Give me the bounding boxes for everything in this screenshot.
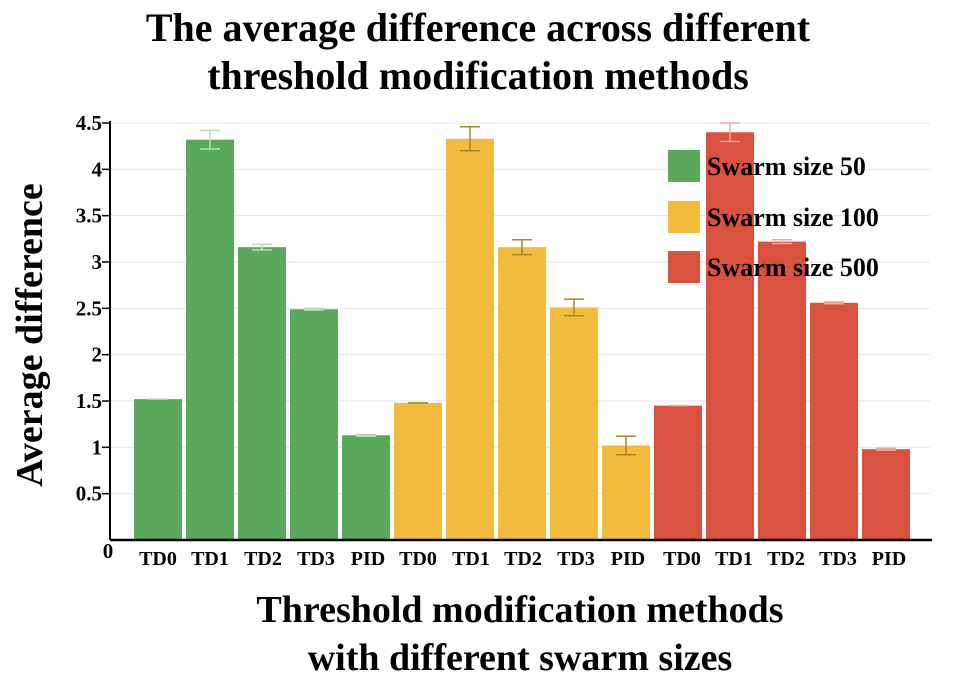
y-tick-label: 2.5 xyxy=(76,296,102,320)
x-tick-label: TD3 xyxy=(297,548,335,570)
bar xyxy=(758,241,806,540)
bar xyxy=(810,302,858,540)
bar xyxy=(290,309,338,540)
y-tick-label: 3.5 xyxy=(76,204,102,228)
x-tick-label: TD3 xyxy=(557,548,595,570)
x-tick-label: TD0 xyxy=(399,548,437,570)
bar xyxy=(602,445,650,540)
chart-title-line2: threshold modification methods xyxy=(207,53,749,98)
x-tick-label: TD1 xyxy=(191,548,229,570)
bar xyxy=(134,399,182,540)
x-tick-label: TD2 xyxy=(244,548,282,570)
legend-label: Swarm size 50 xyxy=(707,152,866,181)
x-tick-label: TD2 xyxy=(504,548,542,570)
bar xyxy=(238,247,286,540)
y-tick-label: 0.5 xyxy=(76,482,102,506)
x-axis-label-line2: with different swarm sizes xyxy=(307,637,733,679)
x-tick-label: PID xyxy=(351,548,385,570)
y-tick-label: 2 xyxy=(92,343,103,367)
x-tick-label: TD1 xyxy=(452,548,490,570)
bar xyxy=(394,402,442,540)
legend-label: Swarm size 100 xyxy=(707,203,879,232)
chart-title-line1: The average difference across different xyxy=(145,5,811,50)
legend-label: Swarm size 500 xyxy=(707,253,879,282)
x-tick-label: TD0 xyxy=(663,548,701,570)
bar xyxy=(342,435,390,540)
x-tick-label: PID xyxy=(611,548,645,570)
bar xyxy=(498,247,546,540)
legend-swatch xyxy=(668,150,700,182)
legend-swatch xyxy=(668,251,700,283)
bar xyxy=(186,139,234,540)
y-tick-label: 4.5 xyxy=(76,111,102,135)
y-axis-label: Average difference xyxy=(9,183,51,487)
y-tick-label: 1.5 xyxy=(76,389,102,413)
bar xyxy=(862,449,910,540)
bar xyxy=(706,132,754,540)
x-tick-label: TD0 xyxy=(139,548,177,570)
bar xyxy=(550,307,598,540)
bar xyxy=(446,138,494,540)
legend-swatch xyxy=(668,201,700,233)
x-tick-label: PID xyxy=(872,548,906,570)
x-tick-label: TD1 xyxy=(715,548,753,570)
y-tick-label: 1 xyxy=(92,435,103,459)
x-tick-label: TD3 xyxy=(819,548,857,570)
y-tick-label: 4 xyxy=(92,157,103,181)
y-tick-label: 3 xyxy=(92,250,103,274)
y-tick-label: 0 xyxy=(103,539,114,563)
x-tick-label: TD2 xyxy=(767,548,805,570)
x-axis-label-line1: Threshold modification methods xyxy=(256,589,784,631)
bar xyxy=(654,405,702,540)
